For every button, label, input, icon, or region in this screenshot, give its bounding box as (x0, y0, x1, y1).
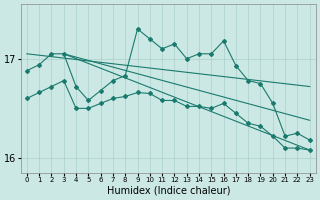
X-axis label: Humidex (Indice chaleur): Humidex (Indice chaleur) (107, 186, 230, 196)
